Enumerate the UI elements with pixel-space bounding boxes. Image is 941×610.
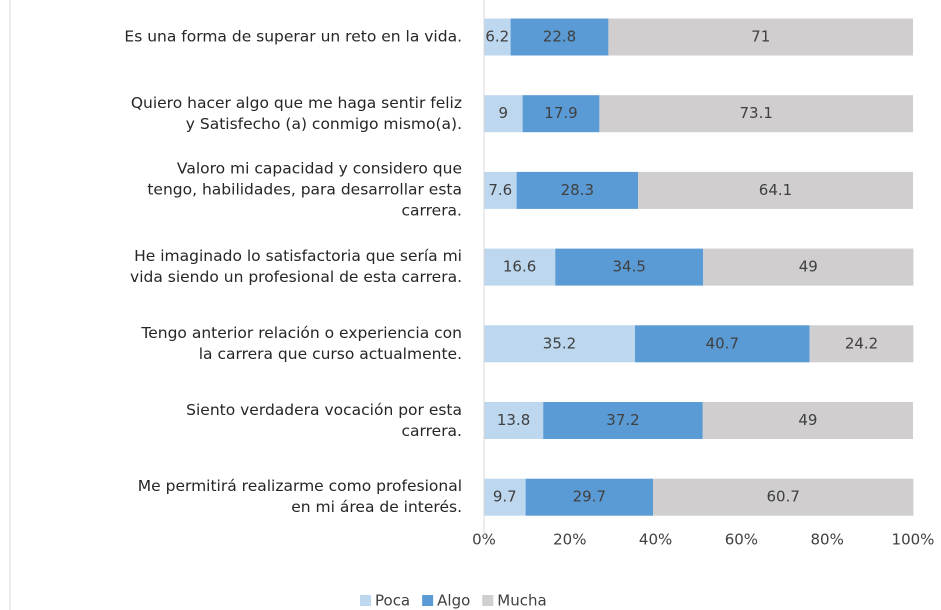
data-label: 17.9 (544, 104, 577, 122)
bar-segment (484, 325, 636, 363)
bar-segment (635, 325, 810, 363)
bar-segment (522, 95, 600, 133)
bar-segment (484, 248, 556, 286)
legend-swatch (482, 595, 494, 606)
x-tick-label: 0% (472, 531, 496, 549)
data-label: 24.2 (845, 334, 878, 352)
data-label: 13.8 (497, 411, 530, 429)
bar-segment (484, 478, 526, 516)
x-tick-label: 40% (639, 531, 672, 549)
bar-segment (653, 478, 914, 516)
data-label: 16.6 (503, 258, 536, 276)
legend-label: Algo (437, 592, 470, 610)
category-label: He imaginado lo satisfactoria que sería … (130, 247, 462, 287)
bar-segment (599, 95, 913, 133)
bar-segment (510, 18, 609, 56)
data-label: 22.8 (543, 28, 576, 46)
bar-segment (543, 402, 703, 439)
data-label: 64.1 (759, 181, 792, 199)
category-label: Tengo anterior relación o experiencia co… (141, 323, 462, 363)
data-label: 49 (799, 258, 818, 276)
category-label: Siento verdadera vocación por esta carre… (186, 400, 462, 440)
data-label: 73.1 (739, 104, 772, 122)
bar-segment (484, 18, 511, 56)
bar-segment (638, 171, 913, 209)
data-label: 60.7 (767, 488, 800, 506)
data-label: 40.7 (706, 334, 739, 352)
data-label: 49 (798, 411, 817, 429)
legend-swatch (422, 595, 434, 606)
legend-label: Mucha (497, 592, 546, 610)
data-label: 34.5 (613, 258, 646, 276)
data-label: 35.2 (543, 334, 576, 352)
bar-segment (703, 248, 914, 286)
category-label: Me permitirá realizarme como profesional… (137, 477, 462, 517)
bar-segment (484, 171, 517, 209)
x-tick-label: 80% (811, 531, 844, 549)
category-label: Quiero hacer algo que me haga sentir fel… (130, 93, 462, 133)
bar-segment (809, 325, 914, 363)
x-tick-label: 20% (553, 531, 586, 549)
bar-segment (484, 402, 544, 439)
bar-segment (555, 248, 704, 286)
data-label: 37.2 (606, 411, 639, 429)
data-label: 9.7 (493, 488, 517, 506)
bar-segment (516, 171, 639, 209)
data-label: 7.6 (488, 181, 512, 199)
category-label: Es una forma de superar un reto en la vi… (124, 27, 462, 46)
category-label: Valoro mi capacidad y considero que teng… (147, 159, 462, 220)
legend-label: Poca (375, 592, 410, 610)
data-label: 71 (751, 28, 770, 46)
legend-swatch (360, 595, 371, 606)
data-label: 28.3 (561, 181, 594, 199)
data-label: 29.7 (573, 488, 606, 506)
data-label: 6.2 (485, 28, 509, 46)
bar-segment (484, 95, 523, 133)
x-tick-label: 60% (725, 531, 758, 549)
bar-segment (608, 18, 913, 56)
x-tick-label: 100% (892, 531, 935, 549)
bar-segment (702, 402, 913, 439)
data-label: 9 (499, 104, 509, 122)
bar-segment (525, 478, 654, 516)
